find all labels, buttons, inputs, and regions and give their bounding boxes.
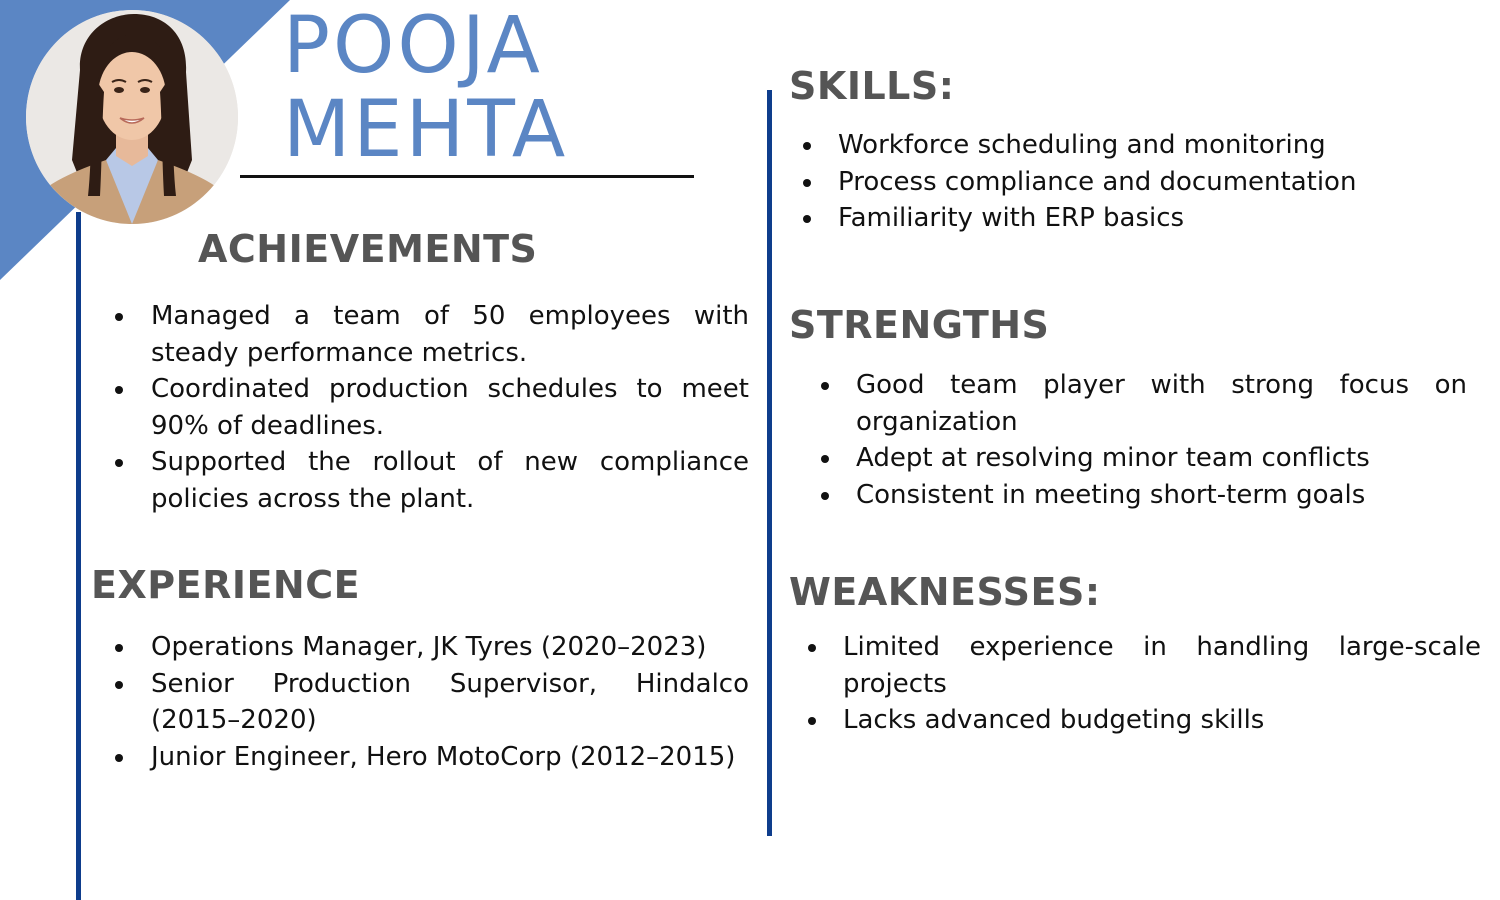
first-name: POOJA: [283, 1, 543, 91]
experience-item: Senior Production Supervisor, Hindalco (…: [115, 666, 749, 739]
name-underline: [240, 175, 694, 178]
portrait-image: [26, 10, 238, 224]
experience-item: Operations Manager, JK Tyres (2020–2023): [115, 629, 749, 666]
strength-item: Good team player with strong focus on or…: [821, 367, 1467, 440]
skill-item: Process compliance and documentation: [803, 164, 1488, 201]
weaknesses-heading: WEAKNESSES:: [789, 570, 1101, 614]
weakness-item: Limited experience in handling large-sca…: [808, 629, 1481, 702]
skill-item: Familiarity with ERP basics: [803, 200, 1488, 237]
last-name: MEHTA: [283, 85, 569, 175]
strength-item: Adept at resolving minor team conflicts: [821, 440, 1467, 477]
weaknesses-list: Limited experience in handling large-sca…: [808, 629, 1481, 739]
achievements-list: Managed a team of 50 employees with stea…: [115, 298, 749, 517]
strengths-heading: STRENGTHS: [789, 303, 1050, 347]
experience-list: Operations Manager, JK Tyres (2020–2023)…: [115, 629, 749, 776]
candidate-name: POOJA MEHTA: [283, 4, 568, 172]
left-column-rule: [76, 212, 81, 900]
skills-list: Workforce scheduling and monitoring Proc…: [803, 127, 1488, 237]
weakness-item: Lacks advanced budgeting skills: [808, 702, 1481, 739]
achievement-item: Supported the rollout of new compliance …: [115, 444, 749, 517]
experience-heading: EXPERIENCE: [91, 563, 361, 607]
achievement-item: Managed a team of 50 employees with stea…: [115, 298, 749, 371]
skills-heading: SKILLS:: [789, 64, 955, 108]
center-divider-rule: [767, 90, 772, 836]
achievements-heading: ACHIEVEMENTS: [198, 227, 538, 271]
skill-item: Workforce scheduling and monitoring: [803, 127, 1488, 164]
strengths-list: Good team player with strong focus on or…: [821, 367, 1467, 514]
experience-item: Junior Engineer, Hero MotoCorp (2012–201…: [115, 739, 749, 776]
achievement-item: Coordinated production schedules to meet…: [115, 371, 749, 444]
strength-item: Consistent in meeting short-term goals: [821, 477, 1467, 514]
avatar: [26, 10, 238, 224]
